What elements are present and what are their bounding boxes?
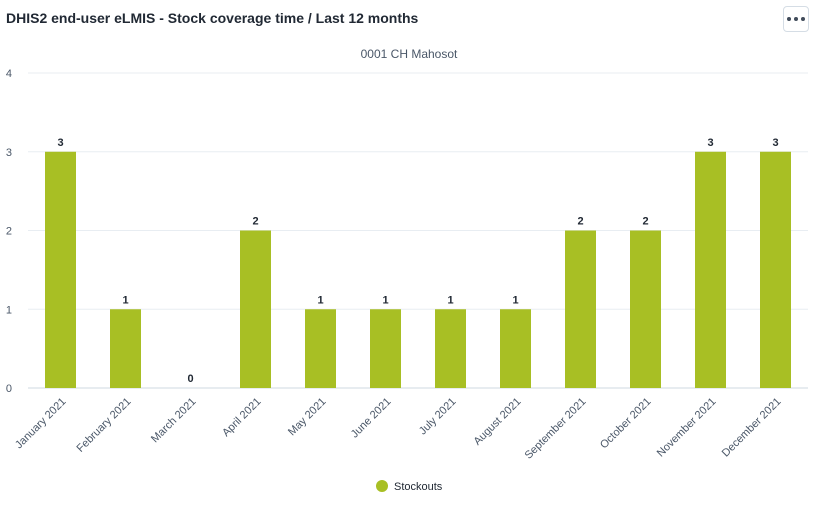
x-tick-label: June 2021 [349,396,394,441]
data-label: 2 [252,216,258,228]
item-menu-button[interactable] [783,6,809,32]
data-label: 3 [772,137,778,149]
bars [45,151,791,389]
bar[interactable] [565,230,596,389]
data-label: 1 [317,294,323,306]
legend-label[interactable]: Stockouts [394,481,443,493]
y-tick-label: 1 [6,304,12,316]
legend[interactable]: Stockouts [376,480,443,493]
y-tick-label: 4 [6,68,12,80]
data-label: 2 [577,216,583,228]
bar[interactable] [370,309,401,388]
x-tick-label: April 2021 [220,396,264,440]
y-tick-label: 3 [6,147,12,159]
data-label: 1 [382,294,388,306]
y-axis-ticks: 0 1 2 3 4 [6,68,12,395]
data-labels: 3 1 0 2 1 1 1 1 2 2 3 3 [57,137,778,385]
bar[interactable] [110,309,141,388]
bar[interactable] [45,151,76,388]
more-horizontal-icon-dot [794,17,798,21]
y-tick-label: 0 [6,383,12,395]
data-label: 3 [707,137,713,149]
data-label: 1 [447,294,453,306]
x-tick-label: August 2021 [471,396,523,448]
x-tick-label: January 2021 [13,396,69,452]
bar[interactable] [695,151,726,388]
chart-title: DHIS2 end-user eLMIS - Stock coverage ti… [6,10,419,26]
data-label: 1 [512,294,518,306]
x-axis-ticks: January 2021 February 2021 March 2021 April… [13,396,784,462]
x-tick-label: February 2021 [75,396,134,455]
legend-marker [376,480,388,492]
x-tick-label: October 2021 [598,396,654,452]
x-tick-label: December 2021 [720,396,784,460]
x-tick-label: May 2021 [286,396,329,439]
x-tick-label: March 2021 [149,396,199,446]
more-horizontal-icon [787,17,791,21]
data-label: 0 [187,373,193,385]
x-tick-label: November 2021 [655,396,719,460]
bar[interactable] [500,309,531,388]
x-tick-label: September 2021 [523,396,589,462]
bar[interactable] [630,230,661,389]
data-label: 3 [57,137,63,149]
x-tick-label: July 2021 [417,396,459,438]
bar[interactable] [305,309,336,388]
data-label: 2 [642,216,648,228]
bar[interactable] [435,309,466,388]
y-tick-label: 2 [6,226,12,238]
more-horizontal-icon-dot [801,17,805,21]
bar[interactable] [760,151,791,388]
grid-lines [28,72,808,389]
bar[interactable] [240,230,271,389]
data-label: 1 [122,294,128,306]
chart-subtitle: 0001 CH Mahosot [361,47,458,61]
